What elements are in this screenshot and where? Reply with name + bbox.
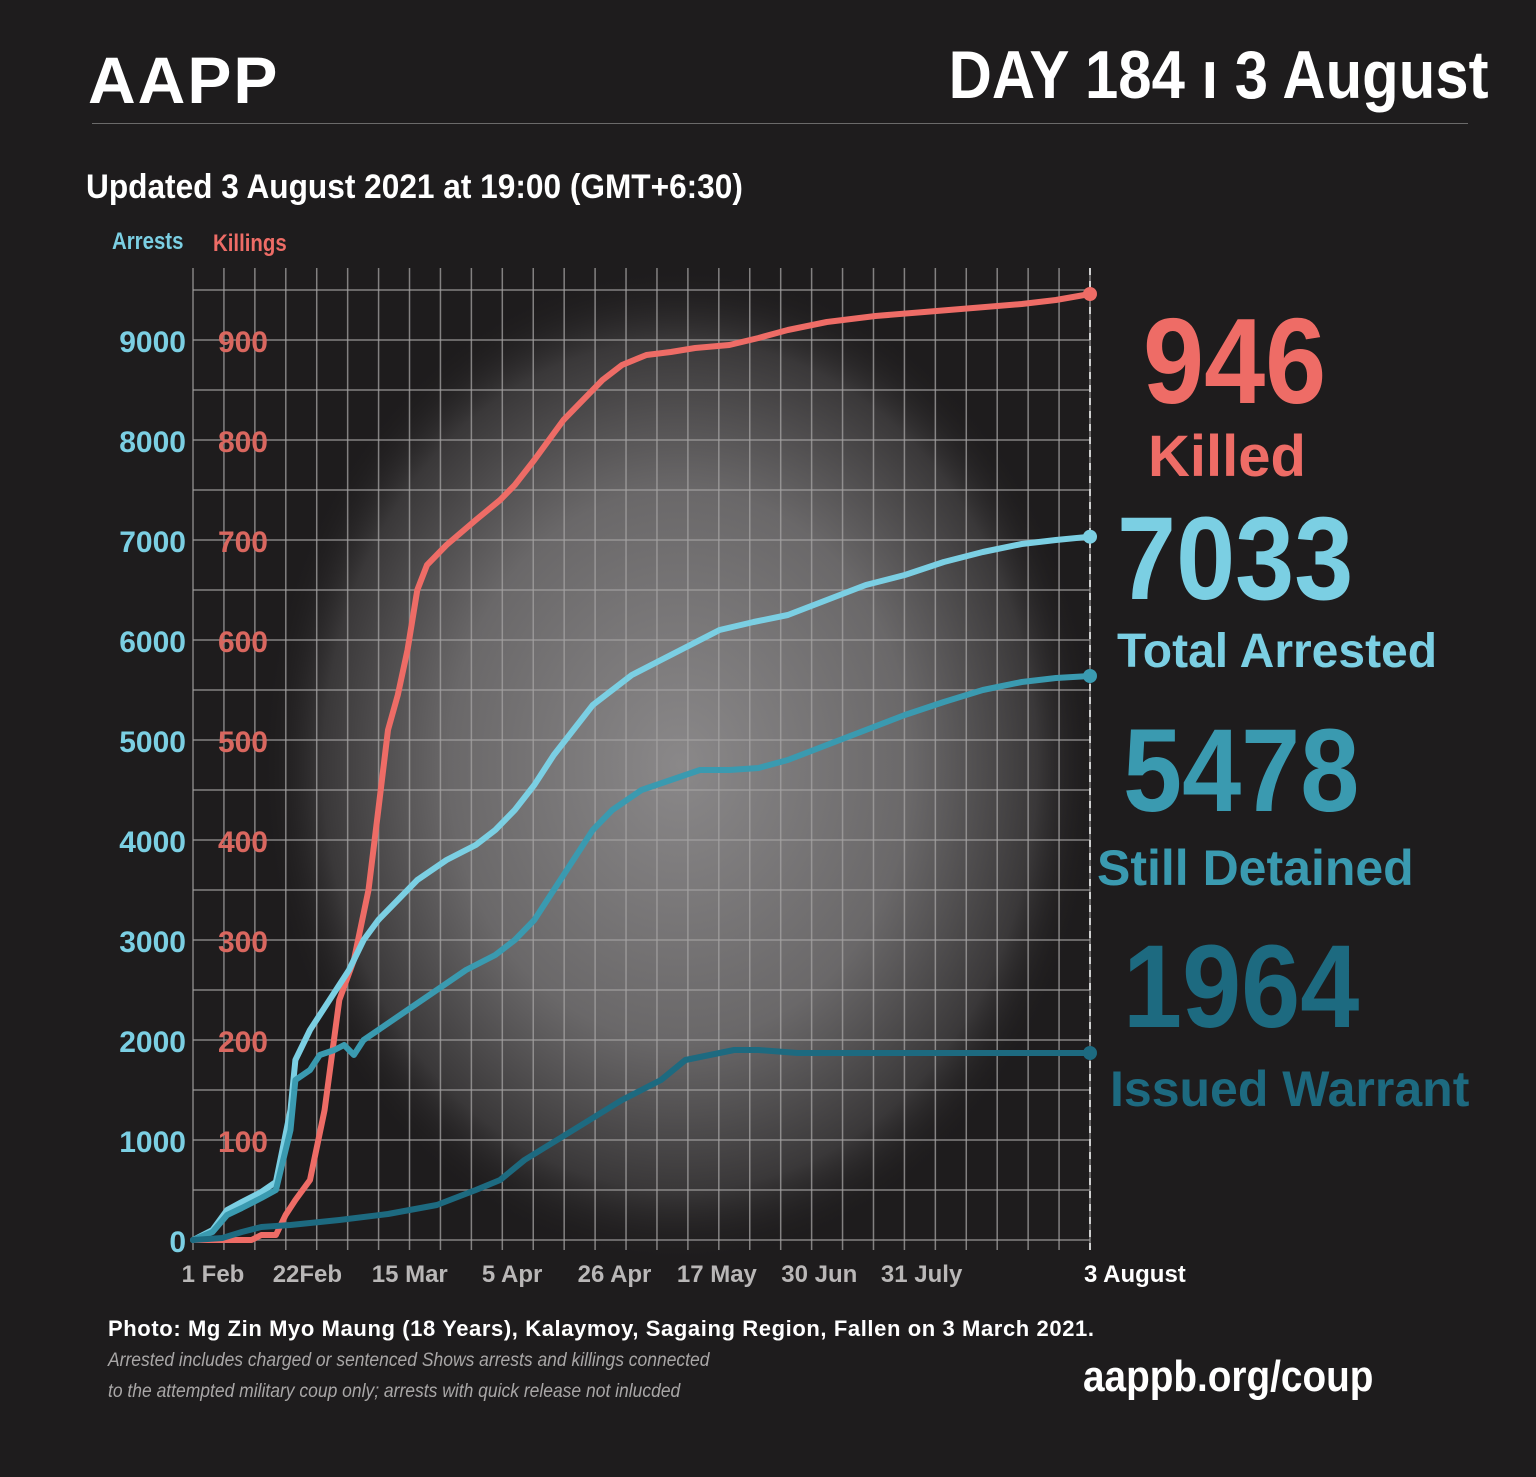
brand-logo-text: AAPP [88,43,280,117]
x-tick-label: 1 Feb [182,1261,245,1288]
series-line-killings [190,291,1093,1243]
series-line-still-detained [190,673,1093,1243]
killings-tick-label: 600 [218,626,268,659]
arrests-tick-label: 3000 [119,926,186,959]
series-end-marker-killings [1083,287,1097,301]
x-tick-label: 15 Mar [372,1261,448,1288]
arrests-tick-label: 9000 [119,326,186,359]
killed-count: 946 [1143,293,1327,429]
killings-tick-label: 200 [218,1026,268,1059]
arrests-tick-label: 1000 [119,1126,186,1159]
killings-tick-label: 400 [218,826,268,859]
header-divider [92,123,1468,124]
killings-tick-label: 500 [218,726,268,759]
x-tick-label: 22Feb [273,1261,342,1288]
issued-warrant-label: Issued Warrant [1110,1061,1470,1117]
x-tick-label: 30 Jun [781,1261,857,1288]
footnote-line-2: to the attempted military coup only; arr… [108,1381,681,1402]
arrests-tick-label: 2000 [119,1026,186,1059]
series-end-marker-issued-warrant [1083,1046,1097,1060]
source-url-link[interactable]: aappb.org/coup [1083,1352,1374,1401]
arrests-tick-label: 4000 [119,826,186,859]
x-tick-label: 31 July [881,1261,963,1288]
x-tick-label: 26 Apr [578,1261,652,1288]
photo-credit: Photo: Mg Zin Myo Maung (18 Years), Kala… [108,1316,1095,1341]
total-arrested-label: Total Arrested [1117,625,1438,678]
killings-tick-label: 900 [218,326,268,359]
portrait-photo-backdrop [260,265,1100,1265]
arrests-tick-label: 6000 [119,626,186,659]
issued-warrant-count: 1964 [1123,921,1360,1053]
updated-timestamp: Updated 3 August 2021 at 19:00 (GMT+6:30… [86,168,743,206]
x-tick-label: 3 August [1084,1261,1186,1288]
killings-tick-label: 300 [218,926,268,959]
arrests-tick-label: 0 [169,1226,186,1259]
still-detained-label: Still Detained [1097,840,1414,896]
arrests-tick-label: 7000 [119,526,186,559]
total-arrested-count: 7033 [1117,493,1354,625]
series-line-issued-warrant [190,1047,1093,1243]
arrests-tick-label: 5000 [119,726,186,759]
killings-tick-label: 700 [218,526,268,559]
still-detained-count: 5478 [1123,705,1360,837]
killings-tick-label: 100 [218,1126,268,1159]
killed-label: Killed [1148,424,1306,489]
footnote-line-1: Arrested includes charged or sentenced S… [108,1350,710,1371]
series-end-marker-total-arrested [1083,529,1097,544]
day-counter: DAY 184 ı 3 August [948,37,1488,113]
arrests-axis-label: Arrests [112,228,184,255]
x-tick-label: 17 May [677,1261,758,1288]
x-tick-label: 5 Apr [482,1261,542,1288]
killings-tick-label: 800 [218,426,268,459]
arrests-tick-label: 8000 [119,426,186,459]
series-end-marker-still-detained [1083,669,1097,683]
killings-axis-label: Killings [213,230,287,257]
